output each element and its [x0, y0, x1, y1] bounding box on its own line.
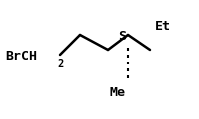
Text: S: S [118, 30, 126, 44]
Text: BrCH: BrCH [5, 50, 37, 64]
Text: 2: 2 [57, 59, 63, 69]
Text: Me: Me [110, 87, 126, 99]
Text: Et: Et [155, 20, 171, 34]
